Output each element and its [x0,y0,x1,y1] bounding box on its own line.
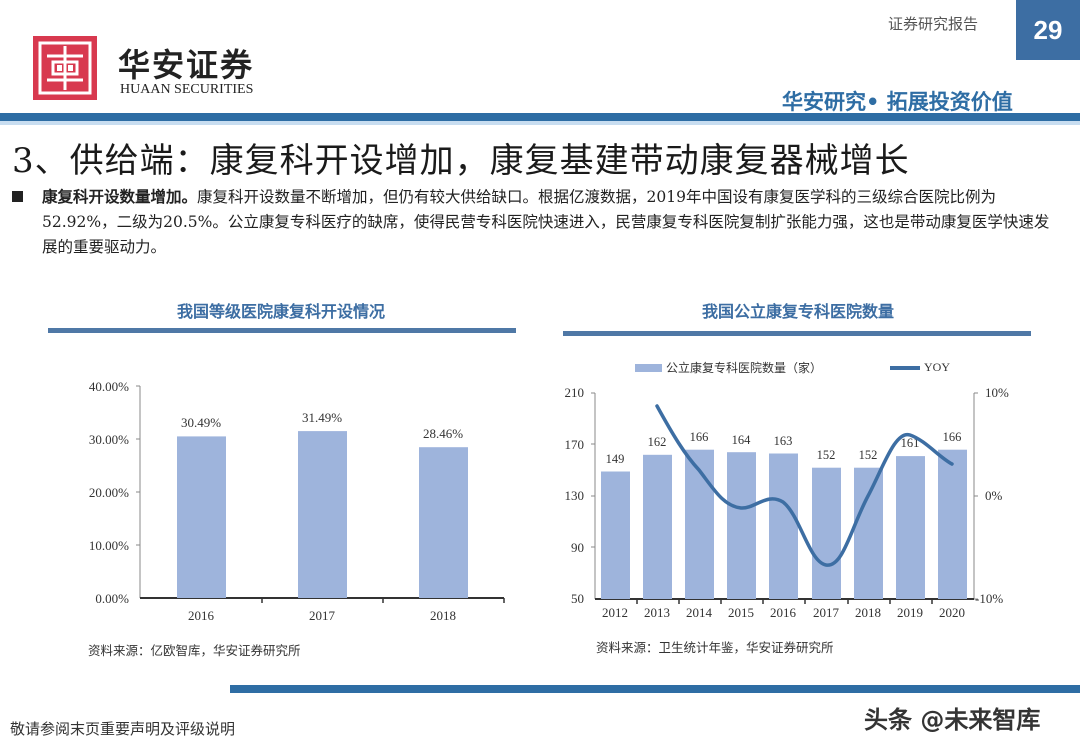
chart2-value-label: 152 [859,448,878,462]
chart1-bar-2018 [419,447,468,598]
chart1-xtick: 2018 [430,608,456,623]
chart1-title: 我国等级医院康复科开设情况 [176,302,385,321]
chart1-value-label: 31.49% [302,410,342,425]
body-paragraph: 康复科开设数量增加。康复科开设数量不断增加，但仍有较大供给缺口。根据亿渡数据，2… [42,184,1062,260]
chart2-yleft-tick: 210 [565,385,585,400]
header-divider-light [0,121,1080,125]
bullet-square-icon [12,191,23,202]
chart2-title-rule [563,331,1031,336]
chart2-bar-2016 [769,453,798,599]
chart2-yright-tick: 0% [985,488,1003,503]
paragraph-body: 康复科开设数量不断增加，但仍有较大供给缺口。根据亿渡数据，2019年中国设有康复… [42,188,1050,256]
chart2-xtick: 2014 [686,605,713,620]
chart2-bar-2013 [643,454,672,599]
chart2-yleft-tick: 170 [565,437,585,452]
footer-divider [230,685,1080,693]
chart2-yright-tick: -10% [975,591,1003,606]
footer-disclaimer: 敬请参阅末页重要声明及评级说明 [10,720,236,738]
slogan: 华安研究• 拓展投资价值 [782,90,1013,114]
chart2-xtick: 2019 [897,605,923,620]
chart1-ytick: 10.00% [89,538,129,553]
chart1-xtick: 2017 [309,608,336,623]
chart2-yleft-tick: 90 [571,540,584,555]
chart2-bar-2017 [812,467,841,599]
chart2-yleft-tick: 50 [571,591,584,606]
chart2-value-label: 164 [732,433,752,447]
chart2-bar-2020 [938,449,967,599]
header-divider [0,113,1080,121]
chart2-bar-2012 [601,471,630,599]
legend-line-swatch-icon [890,365,921,370]
chart1-bar-2016 [177,436,226,598]
legend-line-label: YOY [924,360,951,374]
chart2-source: 资料来源：卫生统计年鉴，华安证券研究所 [596,640,834,655]
company-logo-mark [33,36,97,100]
chart1-xtick: 2016 [188,608,215,623]
legend-bar-label: 公立康复专科医院数量（家） [666,361,823,375]
chart1-ytick: 20.00% [89,485,129,500]
chart2-plot: 210 170 130 90 50 10% 0% -10% 149 162 [565,385,1010,620]
chart2-bar-2015 [727,452,756,599]
chart2-value-label: 163 [774,434,793,448]
chart2-xtick: 2017 [813,605,840,620]
chart1-title-rule [48,328,516,333]
page-number-badge: 29 [1016,0,1080,60]
legend-bar-swatch-icon [635,363,662,372]
chart1-value-label: 30.49% [181,415,221,430]
company-logo-chinese: 华安证券 [118,46,255,84]
chart2-xtick: 2015 [728,605,754,620]
chart2-xtick: 2018 [855,605,881,620]
chart2-yleft-tick: 130 [565,488,585,503]
chart1-ytick: 40.00% [89,379,129,394]
paragraph-lead: 康复科开设数量增加。 [42,187,198,206]
chart2-bar-2019 [896,456,925,599]
chart1-plot: 40.00% 30.00% 20.00% 10.00% 0.00% 30.49%… [89,379,505,623]
watermark-text: 头条 @未来智库 [864,706,1041,734]
chart2-xtick: 2013 [644,605,670,620]
chart1-source: 资料来源：亿欧智库，华安证券研究所 [88,643,301,658]
report-type-label: 证券研究报告 [888,15,979,33]
chart2-value-label: 166 [943,430,962,444]
chart2-value-label: 152 [817,448,836,462]
chart2-title: 我国公立康复专科医院数量 [701,302,894,321]
chart2-value-label: 166 [690,430,709,444]
chart2-xtick: 2016 [770,605,797,620]
chart1-bar-2017 [298,431,347,598]
chart2-legend: 公立康复专科医院数量（家） YOY [635,359,950,376]
chart2-bar-2014 [685,449,714,599]
section-title: 3、供给端：康复科开设增加，康复基建带动康复器械增长 [12,141,910,181]
chart1-ytick: 30.00% [89,432,129,447]
chart2-value-label: 161 [901,436,920,450]
chart2-xtick: 2012 [602,605,628,620]
chart2-yoy-line [655,404,954,567]
chart2-yright-tick: 10% [985,385,1009,400]
chart1-ytick: 0.00% [95,591,129,606]
chart2-value-label: 162 [648,435,667,449]
chart1-value-label: 28.46% [423,426,463,441]
chart2-xtick: 2020 [939,605,965,620]
chart2-bar-2018 [854,467,883,599]
company-logo-english: HUAAN SECURITIES [120,82,254,97]
chart2-value-label: 149 [606,452,625,466]
